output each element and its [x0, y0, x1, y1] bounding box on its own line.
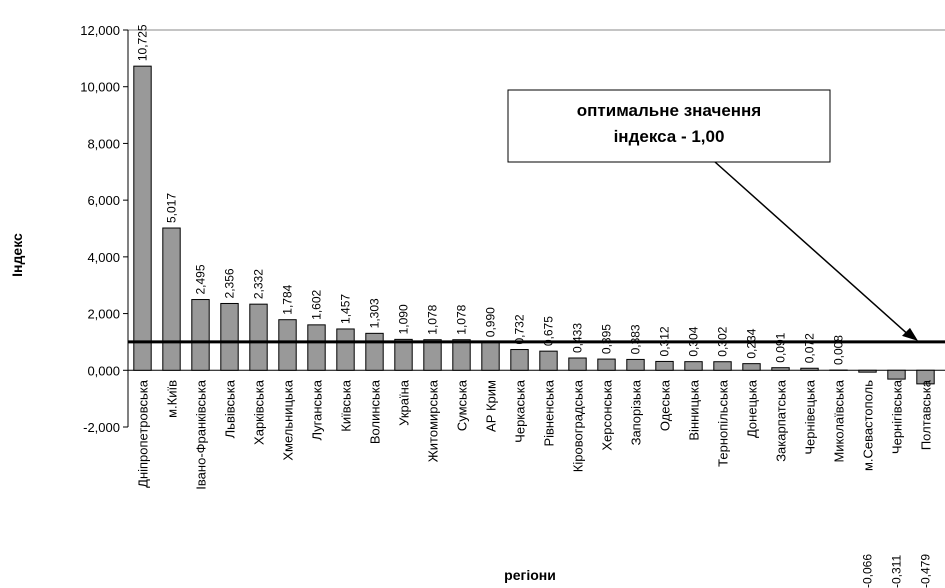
bar: [800, 367, 819, 371]
bar: [336, 328, 355, 371]
annotation-arrow: [714, 161, 913, 339]
value-label: 1,078: [455, 304, 469, 334]
x-tick-label: Рівненська: [542, 379, 557, 446]
value-label: 0,091: [774, 332, 788, 362]
value-label: 1,090: [397, 304, 411, 334]
value-label: 2,495: [194, 264, 208, 294]
bar: [220, 302, 239, 371]
bar: [539, 350, 558, 371]
bar: [423, 339, 442, 371]
value-label: 0,990: [484, 307, 498, 337]
x-tick-label: Харківська: [252, 379, 267, 445]
y-tick-label: -2,000: [83, 420, 120, 435]
value-label: 1,602: [310, 290, 324, 320]
y-tick-label: 6,000: [87, 193, 120, 208]
value-label: 0,433: [571, 323, 585, 353]
x-tick-label: Вінницька: [687, 379, 702, 440]
y-tick-label: 12,000: [80, 23, 120, 38]
value-label: 0,675: [542, 316, 556, 346]
value-label: 0,383: [629, 324, 643, 354]
bar: [278, 319, 297, 371]
bar: [133, 65, 152, 371]
value-label: 0,008: [832, 335, 846, 365]
value-label: -0,311: [890, 555, 904, 588]
x-tick-label: Херсонська: [600, 379, 615, 450]
bar: [452, 339, 471, 371]
x-tick-label: Івано-Франківська: [194, 379, 209, 489]
bar: [307, 324, 326, 371]
x-tick-label: Житомирська: [426, 379, 441, 462]
x-tick-label: Чернівецька: [803, 379, 818, 454]
value-label: 1,303: [368, 298, 382, 328]
bar: [162, 227, 181, 371]
annotation-text: індекса - 1,00: [614, 127, 725, 146]
x-tick-label: Сумська: [455, 379, 470, 431]
bar: [771, 367, 790, 371]
x-tick-label: м.Київ: [165, 380, 180, 418]
x-tick-label: Донецька: [745, 379, 760, 438]
value-label: 5,017: [165, 193, 179, 223]
bar: [510, 349, 529, 371]
value-label: -0,066: [861, 554, 875, 588]
bar: [365, 332, 384, 371]
x-tick-label: Львівська: [223, 379, 238, 438]
value-label: 0,732: [513, 314, 527, 344]
x-tick-label: Луганська: [310, 379, 325, 440]
bar: [887, 369, 906, 380]
x-tick-label: м.Севастополь: [861, 380, 876, 471]
x-tick-label: Дніпропетровська: [136, 379, 151, 488]
value-label: 1,457: [339, 294, 353, 324]
x-tick-label: Кіровоградська: [571, 379, 586, 472]
bar: [742, 363, 761, 371]
bar: [626, 358, 645, 371]
x-tick-label: Полтавська: [919, 379, 934, 450]
bar: [394, 338, 413, 371]
bar: [568, 357, 587, 371]
bar: [858, 369, 877, 373]
x-tick-label: Тернопільська: [716, 379, 731, 467]
value-label: 0,395: [600, 324, 614, 354]
x-tick-label: Черкаська: [513, 379, 528, 443]
value-label: 2,332: [252, 269, 266, 299]
x-tick-label: Запорізька: [629, 379, 644, 445]
value-label: 10,725: [136, 24, 150, 61]
bar: [713, 361, 732, 371]
y-tick-label: 8,000: [87, 136, 120, 151]
arrow-head: [902, 327, 918, 341]
x-tick-label: Хмельницька: [281, 379, 296, 460]
y-tick-label: 0,000: [87, 363, 120, 378]
bar: [684, 361, 703, 371]
bar: [191, 299, 210, 371]
value-label: 0,234: [745, 328, 759, 358]
bar: [655, 360, 674, 371]
x-tick-label: АР Крим: [484, 380, 499, 432]
y-axis-label: Індекс: [9, 233, 25, 277]
annotation-text: оптимальне значення: [577, 101, 761, 120]
x-tick-label: Волинська: [368, 379, 383, 444]
x-tick-label: Миколаївська: [832, 379, 847, 462]
y-tick-label: 10,000: [80, 80, 120, 95]
bar: [249, 303, 268, 371]
annotation-box: [507, 89, 831, 163]
bar: [597, 358, 616, 371]
y-tick-label: 4,000: [87, 250, 120, 265]
x-tick-label: Одеська: [658, 379, 673, 431]
value-label: 0,072: [803, 333, 817, 363]
value-label: -0,479: [919, 554, 933, 588]
y-tick-label: 2,000: [87, 307, 120, 322]
value-label: 1,784: [281, 284, 295, 314]
bar: [916, 369, 935, 385]
x-tick-label: Київська: [339, 379, 354, 431]
x-tick-label: Чернігівська: [890, 379, 905, 454]
value-label: 2,356: [223, 268, 237, 298]
x-tick-label: Україна: [397, 379, 412, 426]
x-axis-label: регіони: [504, 567, 556, 583]
bar: [481, 341, 500, 371]
value-label: 1,078: [426, 304, 440, 334]
x-tick-label: Закарпатська: [774, 379, 789, 462]
